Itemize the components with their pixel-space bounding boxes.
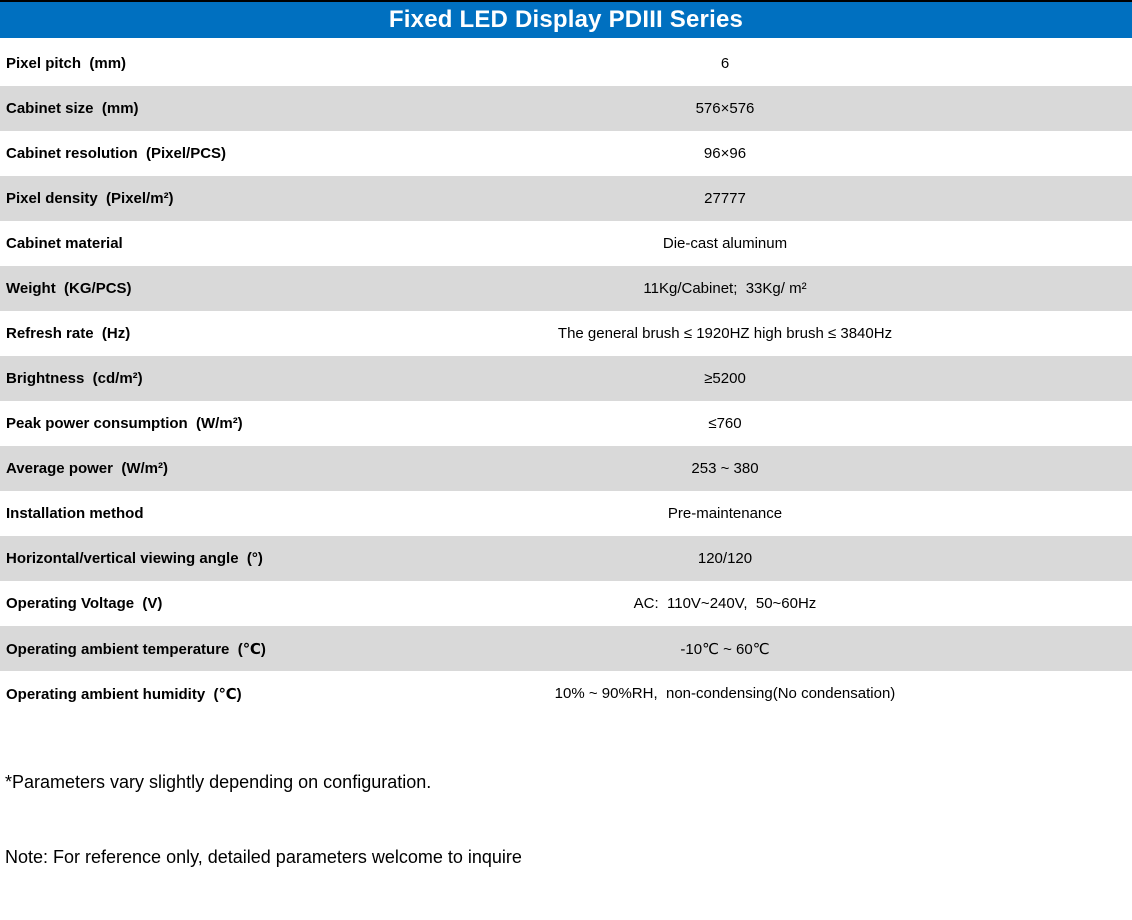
spec-value: -10℃ ~ 60℃: [680, 640, 770, 658]
top-border-line: [0, 0, 1132, 2]
spec-sheet: Fixed LED Display PDIII Series Pixel pit…: [0, 0, 1132, 867]
spec-value: 96×96: [703, 145, 747, 162]
spec-label: Operating ambient temperature (℃): [6, 640, 266, 658]
table-row: Cabinet size (mm) 576×576: [0, 86, 1132, 131]
table-header: Fixed LED Display PDIII Series: [0, 2, 1132, 38]
spec-value: AC: 110V~240V, 50~60Hz: [633, 595, 817, 612]
spec-label: Refresh rate (Hz): [6, 325, 131, 342]
spec-value: 27777: [704, 190, 746, 207]
spec-label: Pixel pitch (mm): [6, 55, 127, 72]
spec-value: ≤760: [708, 415, 742, 432]
spec-value: ≥5200: [704, 370, 746, 387]
footnote-configuration: *Parameters vary slightly depending on c…: [5, 772, 432, 792]
spec-value: 11Kg/Cabinet; 33Kg/ m²: [643, 280, 807, 297]
table-row: Peak power consumption (W/m²) ≤760: [0, 401, 1132, 446]
spec-value: 253 ~ 380: [691, 460, 759, 477]
table-row: Average power (W/m²) 253 ~ 380: [0, 446, 1132, 491]
spec-label: Average power (W/m²): [6, 460, 168, 477]
spec-value: 10% ~ 90%RH, non-condensing(No condensat…: [554, 685, 896, 702]
footnote-reference: Note: For reference only, detailed param…: [5, 847, 522, 867]
table-row: Weight (KG/PCS) 11Kg/Cabinet; 33Kg/ m²: [0, 266, 1132, 311]
table-row: Operating Voltage (V) AC: 110V~240V, 50~6…: [0, 581, 1132, 626]
spec-label: Installation method: [6, 505, 144, 522]
spec-label: Horizontal/vertical viewing angle (°): [6, 550, 263, 567]
spec-table: Pixel pitch (mm) 6 Cabinet size (mm) 576×57…: [0, 38, 1132, 716]
table-row: Pixel pitch (mm) 6: [0, 41, 1132, 86]
spec-value: Die-cast aluminum: [662, 235, 788, 252]
table-row: Operating ambient temperature (℃) -10℃ ~ …: [0, 626, 1132, 671]
spec-value: The general brush ≤ 1920HZ high brush ≤ …: [557, 325, 893, 342]
table-row: Horizontal/vertical viewing angle (°) 120…: [0, 536, 1132, 581]
spec-label: Operating Voltage (V): [6, 595, 163, 612]
spec-label: Pixel density (Pixel/m²): [6, 190, 174, 207]
table-row: Pixel density (Pixel/m²) 27777: [0, 176, 1132, 221]
spec-value: 120/120: [697, 550, 753, 567]
spec-label: Weight (KG/PCS): [6, 280, 132, 297]
page-title: Fixed LED Display PDIII Series: [388, 6, 744, 33]
spec-label: Cabinet size (mm): [6, 100, 139, 117]
spec-label: Operating ambient humidity (℃): [6, 685, 242, 703]
table-row: Installation method Pre-maintenance: [0, 491, 1132, 536]
table-row: Refresh rate (Hz) The general brush ≤ 192…: [0, 311, 1132, 356]
spec-label: Peak power consumption (W/m²): [6, 415, 243, 432]
spec-label: Cabinet material: [6, 235, 123, 252]
spec-value: Pre-maintenance: [667, 505, 783, 522]
spec-value: 6: [720, 55, 730, 72]
spec-label: Cabinet resolution (Pixel/PCS): [6, 145, 227, 162]
spec-label: Brightness (cd/m²): [6, 370, 143, 387]
table-row: Cabinet resolution (Pixel/PCS) 96×96: [0, 131, 1132, 176]
spec-value: 576×576: [695, 100, 755, 117]
table-row: Brightness (cd/m²) ≥5200: [0, 356, 1132, 401]
table-row: Cabinet material Die-cast aluminum: [0, 221, 1132, 266]
footnotes: *Parameters vary slightly depending on c…: [0, 716, 1132, 920]
table-row: Operating ambient humidity (℃) 10% ~ 90%R…: [0, 671, 1132, 716]
